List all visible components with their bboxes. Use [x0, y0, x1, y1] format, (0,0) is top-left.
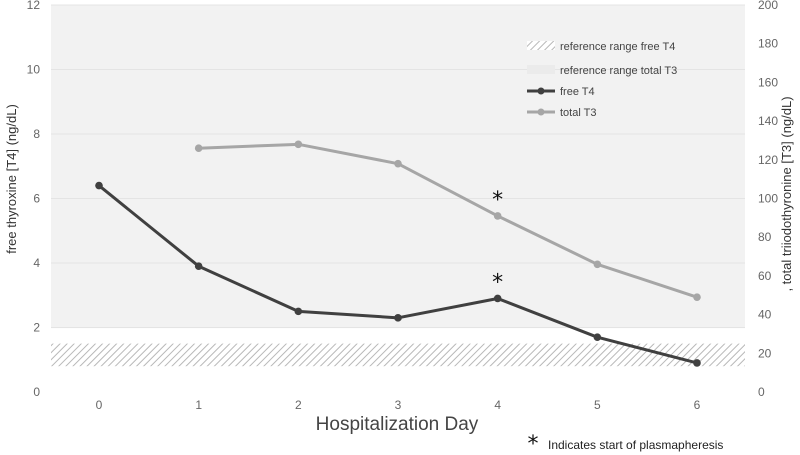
legend-label-total-t3: total T3 [560, 107, 597, 119]
free-t4-point [394, 314, 402, 322]
free-t4-point [194, 262, 203, 271]
legend-marker-total-t3 [537, 108, 545, 116]
total-t3-point [394, 159, 402, 168]
y-left-tick-label: 0 [33, 385, 40, 399]
x-tick-label: 2 [295, 398, 302, 412]
x-tick-label: 6 [694, 398, 701, 412]
y-left-tick-label: 2 [33, 321, 40, 335]
x-tick-label: 3 [395, 398, 402, 412]
legend: reference range free T4 reference range … [527, 41, 677, 119]
y-right-tick-label: 140 [758, 114, 778, 128]
footnote-text: Indicates start of plasmapheresis [548, 438, 723, 452]
y-right-tick-label: 20 [758, 346, 772, 360]
free-t4-point [593, 333, 602, 341]
total-t3-point [294, 140, 303, 149]
reference-band-free-t4 [51, 343, 745, 367]
free-t4-point [294, 307, 303, 316]
annotations: ** [492, 188, 503, 296]
y-left-tick-label: 6 [33, 192, 40, 206]
legend-label-ref-t4: reference range free T4 [560, 41, 675, 53]
x-tick-label: 4 [494, 398, 501, 412]
total-t3-line [198, 142, 698, 299]
gridlines [51, 4, 745, 328]
y-right-tick-label: 100 [758, 192, 778, 206]
y-axis-left-title: free thyroxine [T4] (ng/dL) [4, 104, 19, 254]
y-right-tick-label: 160 [758, 75, 778, 89]
total-t3-point [693, 293, 701, 301]
y-left-tick-label: 10 [27, 63, 41, 77]
footnote: * Indicates start of plasmapheresis [528, 432, 724, 455]
y-right-tick-label: 40 [758, 308, 772, 322]
y-right-tick-label: 80 [758, 230, 772, 244]
annotation-star-total-t3: * [492, 188, 503, 213]
legend-marker-free-t4 [537, 87, 545, 95]
free-t4-point [693, 359, 701, 367]
free-t4-point [493, 294, 502, 303]
x-tick-label: 5 [594, 398, 601, 412]
reference-bands [51, 5, 745, 367]
legend-label-ref-t3: reference range total T3 [560, 65, 677, 77]
y-right-tick-label: 0 [758, 385, 765, 399]
y-right-tick-label: 120 [758, 153, 778, 167]
x-tick-label: 1 [195, 398, 202, 412]
footnote-star: * [528, 432, 539, 455]
free-t4-point [95, 181, 103, 190]
legend-swatch-ref-t3 [527, 65, 555, 74]
y-left-tick-label: 8 [33, 127, 40, 141]
legend-swatch-ref-t4 [527, 41, 555, 50]
data-series [95, 140, 701, 367]
y-left-tick-label: 4 [33, 256, 40, 270]
y-right-tick-label: 180 [758, 37, 778, 51]
total-t3-point [194, 144, 203, 152]
legend-label-free-t4: free T4 [560, 86, 595, 98]
y-axis-right-title: , total triiodothyronine [T3] (ng/dL) [779, 96, 794, 291]
y-right-tick-label: 60 [758, 269, 772, 283]
total-t3-point [493, 212, 502, 220]
y-left-tick-label: 12 [27, 0, 41, 12]
annotation-star-free-t4: * [492, 270, 503, 295]
x-tick-label: 0 [96, 398, 103, 412]
total-t3-point [593, 260, 602, 269]
x-axis-title: Hospitalization Day [316, 414, 479, 435]
y-right-tick-label: 200 [758, 0, 778, 12]
